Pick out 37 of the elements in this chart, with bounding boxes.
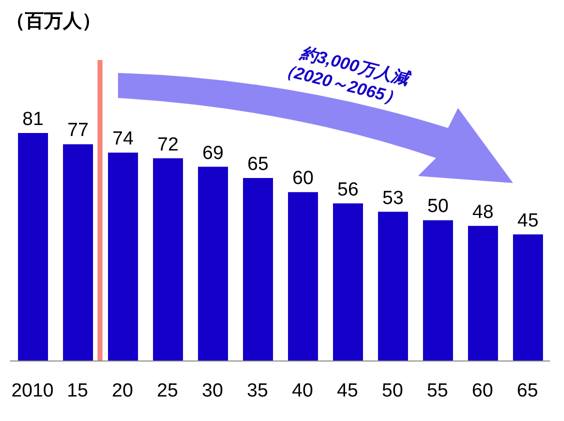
x-tick-label: 55 <box>426 380 448 402</box>
x-tick-label: 35 <box>246 380 268 402</box>
x-tick-label: 65 <box>516 380 538 402</box>
bar <box>288 192 318 361</box>
bar <box>378 212 408 361</box>
data-label: 60 <box>292 168 314 190</box>
x-tick-label: 45 <box>336 380 358 402</box>
bar <box>108 152 138 361</box>
data-label: 48 <box>472 202 494 223</box>
x-tick-label: 15 <box>66 380 88 402</box>
bar <box>198 166 228 361</box>
bar <box>63 144 93 361</box>
bar <box>18 132 48 361</box>
data-label: 81 <box>22 108 44 130</box>
bar <box>333 203 363 361</box>
x-tick-label: 20 <box>112 380 134 402</box>
x-tick-label: 50 <box>382 380 404 402</box>
data-label: 53 <box>382 188 404 209</box>
bar <box>153 158 183 361</box>
x-tick-label: 2010 <box>11 380 54 402</box>
text: （百万人） <box>6 10 101 34</box>
x-tick-label: 30 <box>202 380 224 402</box>
bar <box>468 226 498 361</box>
x-tick-label: 40 <box>292 380 314 402</box>
data-label: 56 <box>337 179 359 200</box>
bar <box>423 220 453 361</box>
data-label: 50 <box>427 196 449 218</box>
x-tick-label: 25 <box>156 380 178 402</box>
bar <box>243 178 273 361</box>
data-label: 69 <box>202 142 224 164</box>
data-label: 77 <box>67 120 89 142</box>
data-label: 65 <box>247 154 269 176</box>
data-label: 74 <box>112 128 134 150</box>
data-label: 72 <box>157 134 179 156</box>
bar <box>513 234 543 361</box>
x-tick-label: 60 <box>472 380 494 402</box>
data-label: 45 <box>517 210 539 232</box>
